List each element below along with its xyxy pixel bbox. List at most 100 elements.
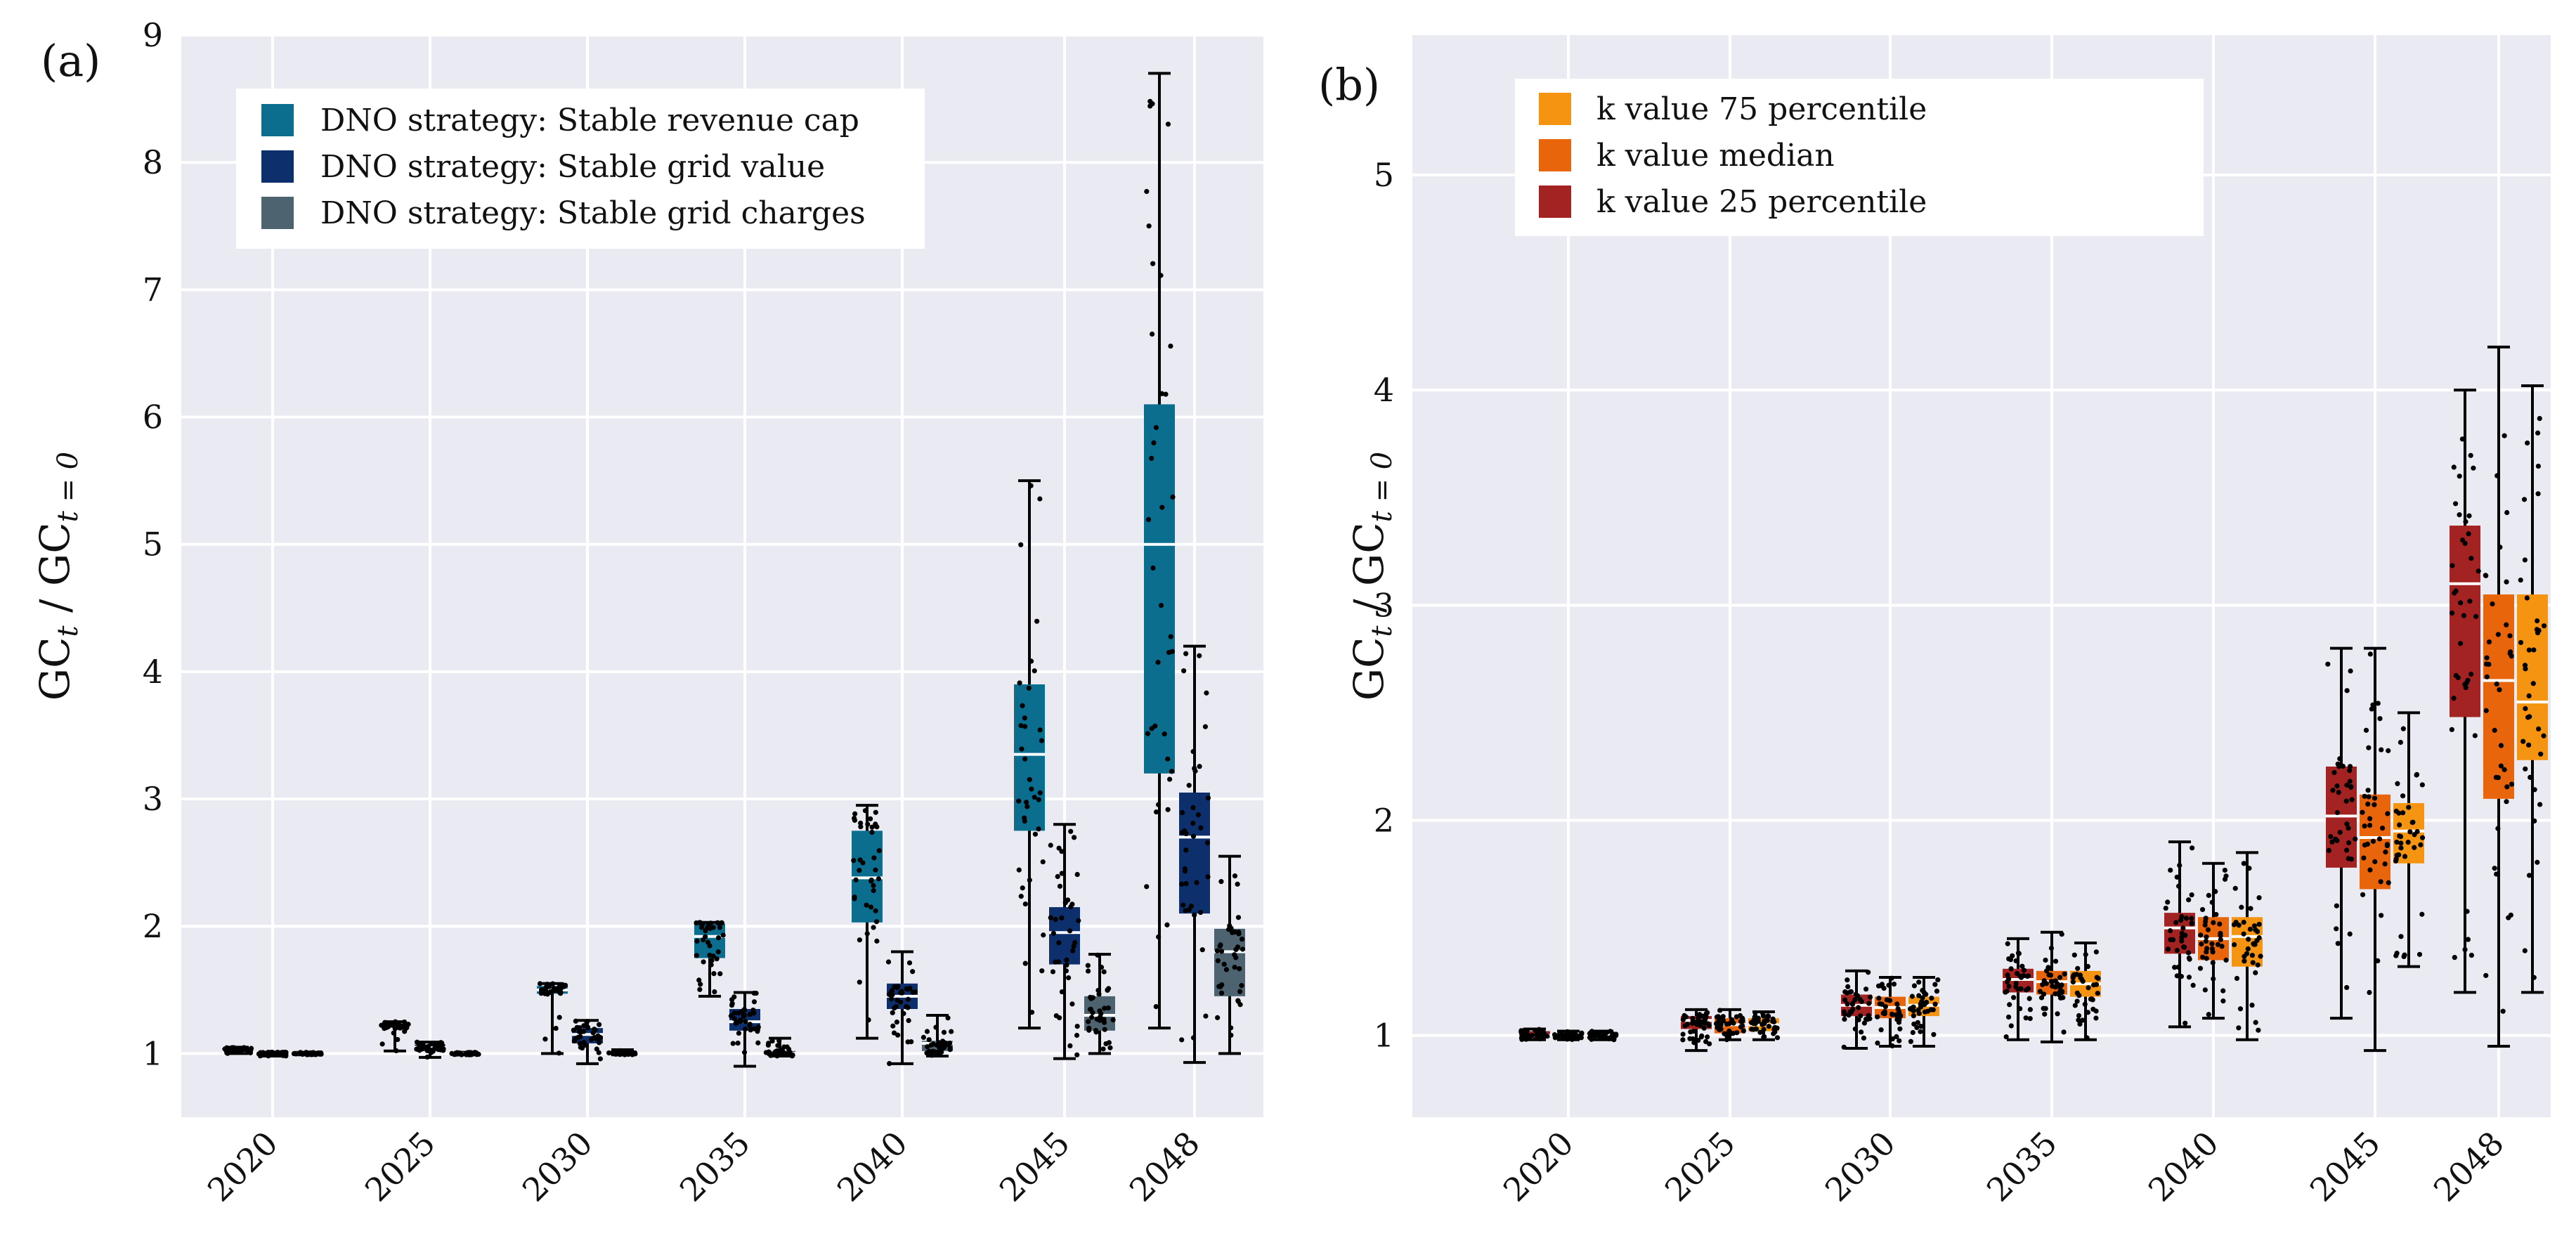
sample-dot <box>857 979 862 985</box>
sample-dot <box>869 829 875 835</box>
sample-dot <box>697 987 703 992</box>
sample-dot <box>890 1023 896 1029</box>
sample-dot <box>2398 934 2404 939</box>
sample-dot <box>890 992 895 998</box>
sample-dot <box>2369 706 2374 712</box>
sample-dot <box>1879 1001 1885 1007</box>
sample-dot <box>571 1027 576 1033</box>
sample-dot <box>2522 663 2528 668</box>
sample-dot <box>1102 1027 1107 1032</box>
sample-dot <box>926 1037 932 1043</box>
panel-b-ylabel-sub2: t = 0 <box>1366 452 1398 522</box>
sample-dot <box>735 1040 741 1046</box>
sample-dot <box>775 1043 781 1048</box>
sample-dot <box>750 1010 756 1016</box>
sample-dot <box>1521 1033 1527 1039</box>
sample-dot <box>557 1015 562 1020</box>
sample-dot <box>2532 787 2537 793</box>
sample-dot <box>1569 1036 1575 1042</box>
sample-dot <box>2526 693 2532 698</box>
sample-dot <box>1071 944 1076 949</box>
sample-dot <box>936 1040 942 1046</box>
sample-dot <box>1066 975 1072 981</box>
box-2025-series-2 <box>414 1039 446 1060</box>
sample-dot <box>1705 1010 1710 1015</box>
sample-dot <box>2386 880 2391 885</box>
sample-dot <box>2248 906 2253 911</box>
sample-dot <box>2379 747 2384 753</box>
sample-dot <box>2366 745 2372 750</box>
sample-dot <box>2362 842 2367 848</box>
sample-dot <box>2183 916 2189 921</box>
sample-dot <box>2525 742 2532 748</box>
box-2025-series-1 <box>1680 1008 1712 1053</box>
sample-dot <box>1074 871 1080 878</box>
legend-swatch-k75 <box>1539 93 1571 125</box>
sample-dot <box>1880 1010 1886 1016</box>
sample-dot <box>1705 1034 1710 1040</box>
sample-dot <box>949 1029 954 1034</box>
sample-dot <box>2049 983 2055 989</box>
sample-dot <box>947 1046 953 1051</box>
sample-dot <box>1929 995 1934 1001</box>
sample-dot <box>1856 1017 1861 1023</box>
sample-dot <box>1056 845 1062 851</box>
sample-dot <box>2186 897 2192 903</box>
panel-a-label: (a) <box>41 35 100 86</box>
panel-b-ytick-label: 5 <box>1374 156 1394 194</box>
sample-dot <box>1606 1035 1611 1041</box>
sample-dot <box>2398 840 2404 846</box>
sample-dot <box>574 1024 580 1030</box>
sample-dot <box>2037 989 2043 994</box>
sample-dot <box>694 953 699 958</box>
sample-dot <box>2059 931 2064 937</box>
sample-dot <box>1068 828 1074 834</box>
sample-dot <box>1190 821 1196 826</box>
sample-dot <box>1023 800 1029 805</box>
sample-dot <box>1156 934 1162 940</box>
sample-dot <box>1053 959 1058 965</box>
sample-dot <box>1875 1040 1880 1046</box>
sample-dot <box>1867 994 1873 1000</box>
sample-dot <box>2330 788 2336 793</box>
sample-dot <box>1053 1013 1059 1019</box>
sample-dot <box>1169 769 1175 774</box>
legend-label-k75: k value 75 percentile <box>1596 91 1927 127</box>
sample-dot <box>2365 788 2371 793</box>
sample-dot <box>2494 871 2499 877</box>
sample-dot <box>2206 892 2211 898</box>
sample-dot <box>2367 822 2373 828</box>
sample-dot <box>573 1018 578 1024</box>
sample-dot <box>2085 963 2091 970</box>
sample-dot <box>2509 653 2514 659</box>
sample-dot <box>2083 951 2088 958</box>
sample-dot <box>1204 840 1211 845</box>
sample-dot <box>2348 784 2354 790</box>
panel-b-label: (b) <box>1318 59 1380 110</box>
sample-dot <box>717 925 723 930</box>
sample-dot <box>928 1050 934 1055</box>
legend-swatch-grid-charges <box>261 197 294 229</box>
sample-dot <box>742 1027 748 1032</box>
sample-dot <box>2367 867 2373 873</box>
sample-dot <box>2041 991 2047 997</box>
sample-dot <box>414 1046 419 1052</box>
box-2020-series-3 <box>1587 1029 1619 1043</box>
sample-dot <box>2495 826 2501 831</box>
panel-a-ylabel-mid: / GC <box>31 522 79 625</box>
sample-dot <box>2375 958 2381 963</box>
sample-dot <box>2347 779 2353 784</box>
sample-dot <box>2398 739 2403 746</box>
sample-dot <box>2204 956 2209 961</box>
sample-dot <box>1186 783 1192 788</box>
sample-dot <box>2250 960 2256 965</box>
sample-dot <box>2331 769 2337 776</box>
sample-dot <box>2237 1006 2244 1012</box>
sample-dot <box>1887 998 1893 1003</box>
sample-dot <box>2459 436 2465 442</box>
sample-dot <box>2372 802 2377 807</box>
sample-dot <box>1879 982 1885 987</box>
sample-dot <box>1915 1020 1920 1025</box>
panel-b-xtick-label: 2030 <box>1818 1124 1903 1209</box>
sample-dot <box>1589 1036 1594 1042</box>
